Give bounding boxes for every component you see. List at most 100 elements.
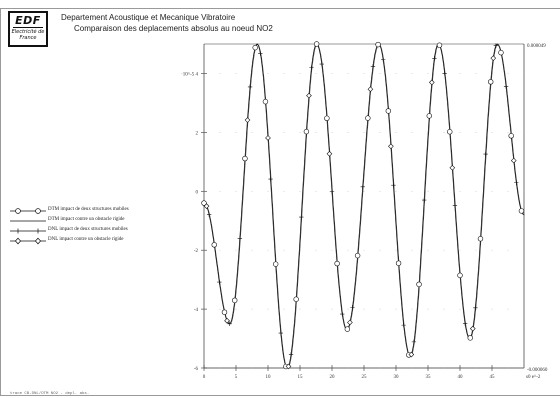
grid-dot — [507, 190, 509, 192]
series-marker-diamond — [203, 203, 210, 209]
grid-dot — [395, 308, 397, 310]
series-marker-plus — [411, 339, 417, 345]
series-marker-diamond — [429, 79, 435, 86]
series-marker-plus — [350, 305, 355, 310]
chart-axes — [203, 43, 525, 369]
grid-dot — [299, 308, 301, 310]
grid-dot — [523, 190, 525, 192]
series-marker-diamond — [265, 135, 271, 141]
grid-dot — [459, 308, 461, 310]
grid-dot — [203, 190, 205, 192]
chart-series — [203, 43, 525, 369]
legend-symbol-line — [10, 220, 46, 222]
grid-dot — [459, 190, 461, 192]
x-tick-label: 10 — [266, 375, 272, 380]
x-tick-label: 20 — [330, 375, 336, 380]
series-marker-circle — [477, 236, 484, 242]
grid-dot — [411, 132, 413, 133]
series-marker-plus — [483, 151, 488, 157]
grid-dot — [395, 190, 397, 192]
grid-dot — [443, 190, 445, 192]
series-marker-plus — [217, 279, 222, 285]
grid-dot — [443, 367, 445, 369]
series-marker-diamond — [224, 317, 230, 324]
series-marker-circle — [498, 49, 504, 56]
bottom-rule — [0, 395, 560, 396]
grid-dot — [235, 249, 237, 251]
chart-title: Comparaison des deplacements absolus au … — [74, 24, 273, 33]
grid-dot — [267, 308, 269, 310]
grid-dot — [251, 367, 253, 369]
series-marker-plus — [514, 180, 519, 185]
series-marker-plus — [340, 311, 345, 317]
grid-dot — [315, 249, 317, 251]
series-marker-circle — [334, 260, 340, 267]
series-marker-plus — [278, 330, 283, 336]
series-marker-circle — [211, 242, 217, 248]
grid-dot — [427, 249, 429, 251]
grid-dot — [219, 367, 221, 369]
grid-dot — [251, 190, 253, 192]
grid-dot — [475, 73, 477, 74]
grid-dot — [299, 132, 301, 133]
grid-dot — [427, 308, 429, 310]
grid-dot — [427, 73, 429, 74]
grid-dot — [347, 132, 349, 133]
series-line — [204, 44, 525, 369]
grid-dot — [235, 132, 237, 133]
series-marker-diamond — [469, 325, 476, 332]
grid-dot — [411, 308, 413, 310]
grid-dot — [283, 249, 285, 251]
y-tick-label: 2 — [196, 131, 199, 136]
grid-dot — [203, 132, 205, 133]
grid-dot — [411, 190, 413, 192]
grid-dot — [443, 249, 445, 251]
grid-dot — [347, 73, 349, 74]
series-marker-circle — [375, 41, 381, 48]
series-marker-diamond — [490, 55, 497, 62]
series-marker-diamond — [408, 351, 415, 358]
series-marker-circle — [303, 128, 310, 135]
top-rule — [0, 8, 560, 9]
series-marker-diamond — [326, 150, 333, 157]
legend-symbol-diamond — [10, 237, 46, 245]
right-top-label: 0.000049 — [527, 44, 546, 49]
grid-dot — [459, 132, 461, 133]
grid-dot — [395, 249, 397, 251]
series-marker-diamond — [510, 157, 517, 164]
series-marker-circle — [344, 326, 351, 332]
grid-dot — [363, 190, 365, 192]
grid-dot — [443, 132, 445, 133]
legend-item: DNL impact de deux structures mobiles — [8, 226, 198, 236]
right-bottom-label: -0.000060 — [527, 368, 548, 373]
series-marker-plus — [442, 71, 447, 76]
series-marker-plus — [360, 184, 365, 190]
series-marker-plus — [462, 321, 468, 326]
legend-label: DNL impact contre un obstacle rigide — [48, 237, 124, 242]
grid-dot — [219, 73, 221, 74]
grid-dot — [523, 132, 525, 133]
series-marker-plus — [329, 189, 335, 194]
grid-dot — [411, 367, 413, 369]
legend-item: DTM impact contre un obstacle rigide — [8, 216, 198, 226]
series-marker-plus — [299, 214, 304, 220]
x-tick-label: 30 — [394, 375, 400, 380]
y-tick-label: -6 — [194, 367, 199, 372]
grid-dot — [363, 132, 365, 133]
grid-dot — [363, 73, 365, 74]
series-marker-plus — [288, 352, 294, 357]
grid-dot — [283, 308, 285, 310]
series-marker-circle — [518, 208, 525, 214]
x-tick-label: 35 — [426, 375, 432, 380]
chart-markers — [201, 41, 525, 370]
x-tick-label: 45 — [490, 375, 496, 380]
grid-dot — [315, 73, 317, 74]
department-title: Departement Acoustique et Mecanique Vibr… — [61, 13, 236, 22]
grid-dot — [283, 190, 285, 192]
series-marker-circle — [293, 296, 299, 302]
logo-subtext: Electricité de France — [11, 29, 45, 41]
grid-dot — [523, 73, 525, 74]
grid-dot — [235, 190, 237, 192]
series-marker-diamond — [347, 319, 353, 326]
